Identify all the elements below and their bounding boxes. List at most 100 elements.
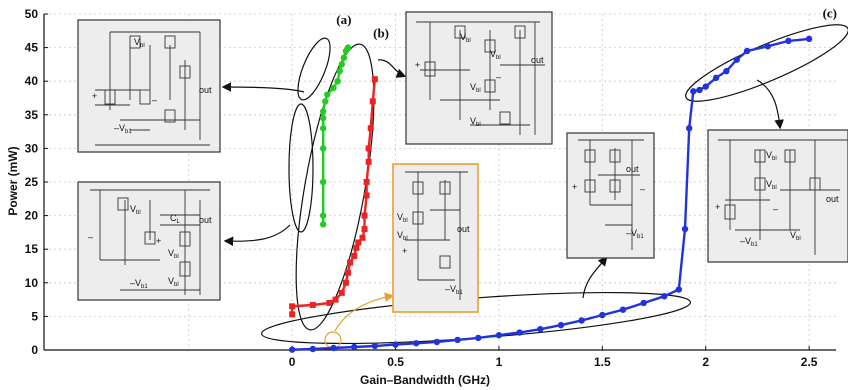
lasso-a-upper xyxy=(297,37,331,101)
arrow-c-low xyxy=(582,256,608,299)
series-a xyxy=(319,44,352,228)
series-b-point-5 xyxy=(338,289,345,296)
arrow-origin xyxy=(334,292,395,332)
series-b-point-17 xyxy=(365,158,372,165)
series-b-point-1 xyxy=(289,303,296,310)
series-b-point-14 xyxy=(361,212,368,219)
series-c-point-14 xyxy=(578,317,585,324)
series-c-point-27 xyxy=(733,56,740,63)
series-b-point-16 xyxy=(363,179,370,185)
x-tick-label-2: 1 xyxy=(496,355,503,369)
arrow-a-lower xyxy=(223,224,291,247)
series-c-point-8 xyxy=(454,336,461,344)
box3-vbl-2: Vbl xyxy=(490,49,501,61)
series-c-point-19 xyxy=(675,286,683,293)
series-c-point-22 xyxy=(690,88,697,95)
series-a-point-5 xyxy=(319,114,327,122)
box6-vbl-2: Vbl xyxy=(766,179,777,191)
box2-vb1: –Vb1 xyxy=(130,278,148,290)
y-tick-label-9: 45 xyxy=(25,41,39,55)
schematic-box-a-lower: Vbl CL out + – –Vb1 Vbl Vbl xyxy=(77,181,221,301)
series-b-point-7 xyxy=(344,269,351,276)
series-b-point-3 xyxy=(326,299,333,306)
annotation-0: (a) xyxy=(336,12,351,27)
box4-plus: + xyxy=(402,246,407,256)
box4-out: out xyxy=(457,224,470,234)
series-c-point-31 xyxy=(805,35,813,43)
series-b-point-0 xyxy=(289,311,296,318)
series-b-point-15 xyxy=(363,192,370,199)
schematic-box-c-high: Vbl Vbl out + – –Vb1 Vbl xyxy=(707,129,848,263)
series-c-point-2 xyxy=(330,344,337,352)
box4-vbl-2: Vbl xyxy=(397,230,408,242)
series-a-point-12 xyxy=(338,61,345,68)
y-tick-label-2: 10 xyxy=(25,276,39,290)
box4-vb1: –Vb1 xyxy=(445,284,463,296)
series-a-point-0 xyxy=(319,221,327,228)
y-tick-label-3: 15 xyxy=(25,242,39,256)
arrow-a-upper xyxy=(221,82,305,93)
box2-vbl-3: Vbl xyxy=(168,276,179,288)
y-tick-label-0: 0 xyxy=(31,343,38,357)
series-c-point-1 xyxy=(309,345,317,353)
series-b-point-18 xyxy=(365,145,372,152)
x-axis-label: Gain–Bandwidth (GHz) xyxy=(360,373,490,387)
series-group xyxy=(288,35,813,353)
box2-vbl: Vbl xyxy=(130,204,141,216)
series-a-point-1 xyxy=(319,212,327,219)
y-tick-label-4: 20 xyxy=(25,209,39,223)
series-a-point-4 xyxy=(319,125,327,132)
series-c-point-21 xyxy=(685,125,693,132)
series-c-point-11 xyxy=(516,329,523,336)
x-tick-label-3: 1.5 xyxy=(594,355,611,369)
series-c-point-10 xyxy=(495,332,503,339)
series-a-point-15 xyxy=(344,44,352,51)
annotations: (a) (b) (c) xyxy=(336,5,837,40)
box5-minus: – xyxy=(640,184,645,194)
arrows xyxy=(221,59,784,332)
box1-plus: + xyxy=(92,91,97,101)
series-c-point-12 xyxy=(537,325,544,333)
series-c-point-6 xyxy=(413,340,420,347)
x-axis-ticks: 0 0.5 1 1.5 2 2.5 xyxy=(289,346,818,369)
arrow-c-high xyxy=(756,79,784,130)
series-c-point-3 xyxy=(350,343,358,351)
box5-plus: + xyxy=(572,182,577,192)
y-axis-ticks: 0 5 10 15 20 25 30 35 40 45 50 xyxy=(25,7,48,357)
y-tick-label-5: 25 xyxy=(25,175,39,189)
series-c-point-13 xyxy=(557,321,565,329)
series-b-point-9 xyxy=(351,252,358,259)
box6-vbl-3: Vbl xyxy=(790,230,801,242)
series-a-point-2 xyxy=(319,178,327,186)
series-a-point-7 xyxy=(322,98,329,105)
lasso-b xyxy=(295,43,375,331)
box6-plus: + xyxy=(715,202,720,212)
box2-minus: – xyxy=(88,232,93,242)
box3-vbl-4: Vbl xyxy=(470,116,481,128)
series-b-point-8 xyxy=(347,259,354,266)
box5-vb1: –Vb1 xyxy=(626,228,644,240)
series-c-point-9 xyxy=(475,334,482,342)
series-b-point-4 xyxy=(332,296,339,303)
series-c-point-15 xyxy=(599,311,606,319)
schematic-box-c-low: out + – –Vb1 xyxy=(566,132,655,259)
box1-vb1: –Vb1 xyxy=(114,123,132,135)
x-tick-label-4: 2 xyxy=(702,355,709,369)
schematic-box-b: Vbl Vbl out + – Vbl Vbl xyxy=(405,11,553,145)
series-c-point-18 xyxy=(661,293,668,300)
series-a-line xyxy=(322,46,350,225)
series-b-point-12 xyxy=(359,234,366,241)
series-a-point-8 xyxy=(324,91,331,98)
x-tick-label-5: 2.5 xyxy=(801,355,818,369)
box2-plus: + xyxy=(156,236,161,246)
series-b-point-19 xyxy=(367,125,374,132)
series-b-point-21 xyxy=(371,76,378,83)
series-a-point-6 xyxy=(319,108,327,115)
series-c-point-25 xyxy=(712,74,720,82)
box6-minus: – xyxy=(773,204,778,214)
box6-vbl: Vbl xyxy=(766,150,777,162)
series-c-point-16 xyxy=(619,306,627,313)
series-b-point-13 xyxy=(361,226,368,233)
lasso-c-high xyxy=(685,24,848,102)
